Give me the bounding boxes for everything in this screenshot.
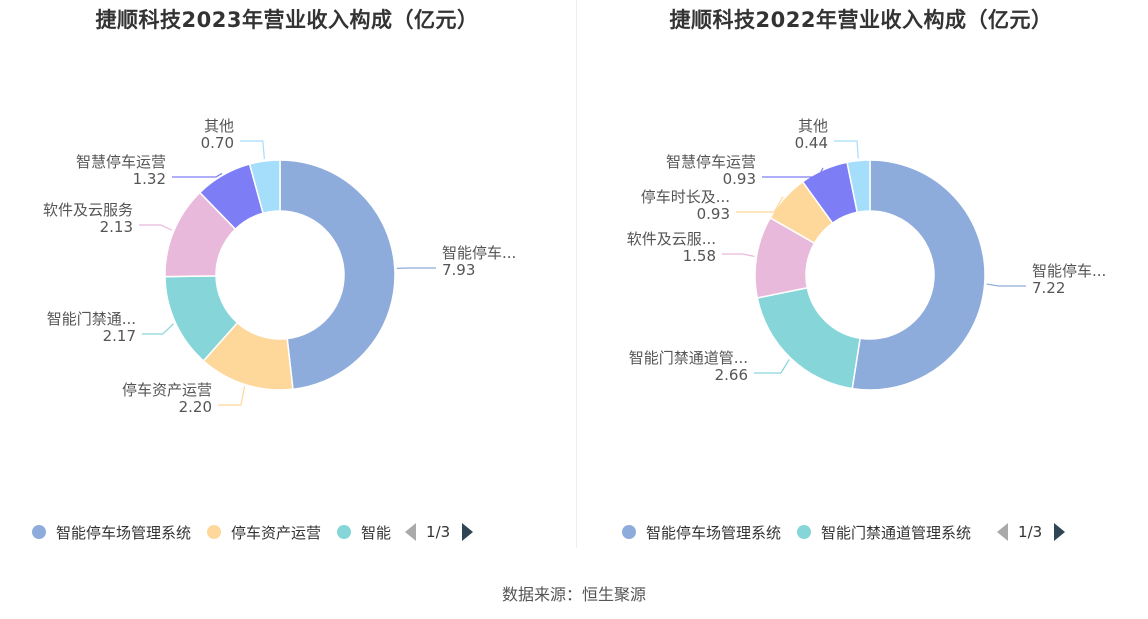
slice-value-label: 1.32 [133, 170, 166, 188]
slice-label: 停车时长及... [641, 188, 730, 206]
legend-item[interactable]: 智能停车场管理系统 [622, 522, 781, 543]
data-source-note: 数据来源：恒生聚源 [501, 585, 646, 604]
donut-slice[interactable] [279, 159, 396, 391]
leader-line [754, 359, 790, 374]
legend-label: 智能门禁通道管理系统 [821, 523, 972, 542]
chart-panel-2022: 捷顺科技2022年营业收入构成（亿元） 智能停车... 7.22 智能门禁通道管..… [574, 0, 1148, 560]
slice-value-label: 0.70 [201, 134, 234, 152]
legend-dot [797, 525, 812, 539]
leader-line [139, 224, 173, 231]
legend-dot [207, 525, 222, 539]
donut-slice[interactable] [846, 159, 871, 214]
slice-value-label: 0.93 [697, 205, 730, 223]
chart-title-2022: 捷顺科技2022年营业收入构成（亿元） [669, 8, 1053, 32]
leader-line [142, 323, 175, 335]
slice-value-label: 7.22 [1032, 279, 1065, 297]
slice-label: 软件及云服... [627, 230, 716, 248]
legend-dot [32, 525, 46, 539]
panel-divider [576, 0, 577, 548]
leader-line [762, 167, 824, 178]
legend-pager: 1/3 [997, 523, 1066, 541]
slice-value-label: 0.93 [723, 170, 756, 188]
leader-line [172, 172, 223, 178]
slice-value-label: 2.13 [100, 218, 133, 236]
slice-label: 智能门禁通道管... [629, 349, 748, 367]
leader-line [736, 196, 784, 213]
legend-label: 智能 [361, 523, 392, 542]
slice-label: 智慧停车运营 [666, 153, 756, 171]
next-page-icon[interactable] [1054, 523, 1066, 541]
legend-2022: 智能停车场管理系统 智能门禁通道管理系统 1/3 [622, 519, 1066, 545]
leader-line [834, 140, 859, 159]
legend-dot [337, 525, 352, 539]
legend-page-indicator: 1/3 [426, 523, 451, 541]
donut-slice[interactable] [248, 159, 281, 215]
legend-item[interactable]: 停车资产运营 [207, 522, 321, 543]
legend-pager: 1/3 [405, 523, 474, 541]
slice-label: 智慧停车运营 [76, 153, 166, 171]
leader-line [722, 253, 755, 257]
legend-dot [622, 525, 636, 539]
slice-label: 智能门禁通... [47, 310, 136, 328]
leader-line [986, 283, 1026, 287]
slice-label: 其他 [204, 117, 234, 135]
prev-page-icon[interactable] [997, 523, 1009, 541]
slice-value-label: 7.93 [442, 261, 475, 279]
next-page-icon[interactable] [462, 523, 474, 541]
slice-value-label: 2.20 [179, 398, 212, 416]
donut-slice[interactable] [851, 159, 986, 391]
slice-value-label: 1.58 [683, 247, 716, 265]
legend-item[interactable]: 智能门禁通道管理系统 [797, 522, 971, 543]
chart-title-2023: 捷顺科技2023年营业收入构成（亿元） [95, 8, 479, 32]
donut-chart-2022: 智能停车...7.22 智能门禁通道管...2.66 软件及云服...1.58 停车时… [627, 117, 1106, 391]
legend-page-indicator: 1/3 [1018, 523, 1043, 541]
chart-panel-2023: 捷顺科技2023年营业收入构成（亿元） 智能停车... 7.93 停车资产运营 2.2… [0, 0, 574, 560]
legend-label: 智能停车场管理系统 [646, 523, 782, 542]
leader-line [218, 386, 246, 406]
legend-label: 智能停车场管理系统 [56, 523, 192, 542]
slice-label: 智能停车... [1032, 262, 1106, 280]
leader-line [240, 140, 266, 160]
prev-page-icon[interactable] [405, 523, 417, 541]
slice-label: 其他 [798, 117, 828, 135]
slice-label: 停车资产运营 [122, 381, 212, 399]
slice-label: 软件及云服务 [43, 201, 133, 219]
slice-value-label: 2.66 [715, 366, 748, 384]
slice-value-label: 0.44 [795, 134, 828, 152]
legend-item[interactable]: 智能停车场管理系统 [32, 522, 191, 543]
slice-value-label: 2.17 [103, 327, 136, 345]
legend-label: 停车资产运营 [231, 523, 322, 542]
legend-2023: 智能停车场管理系统 停车资产运营 智能 1/3 [32, 519, 474, 545]
legend-item[interactable]: 智能 [337, 522, 391, 543]
slice-label: 智能停车... [442, 244, 516, 262]
